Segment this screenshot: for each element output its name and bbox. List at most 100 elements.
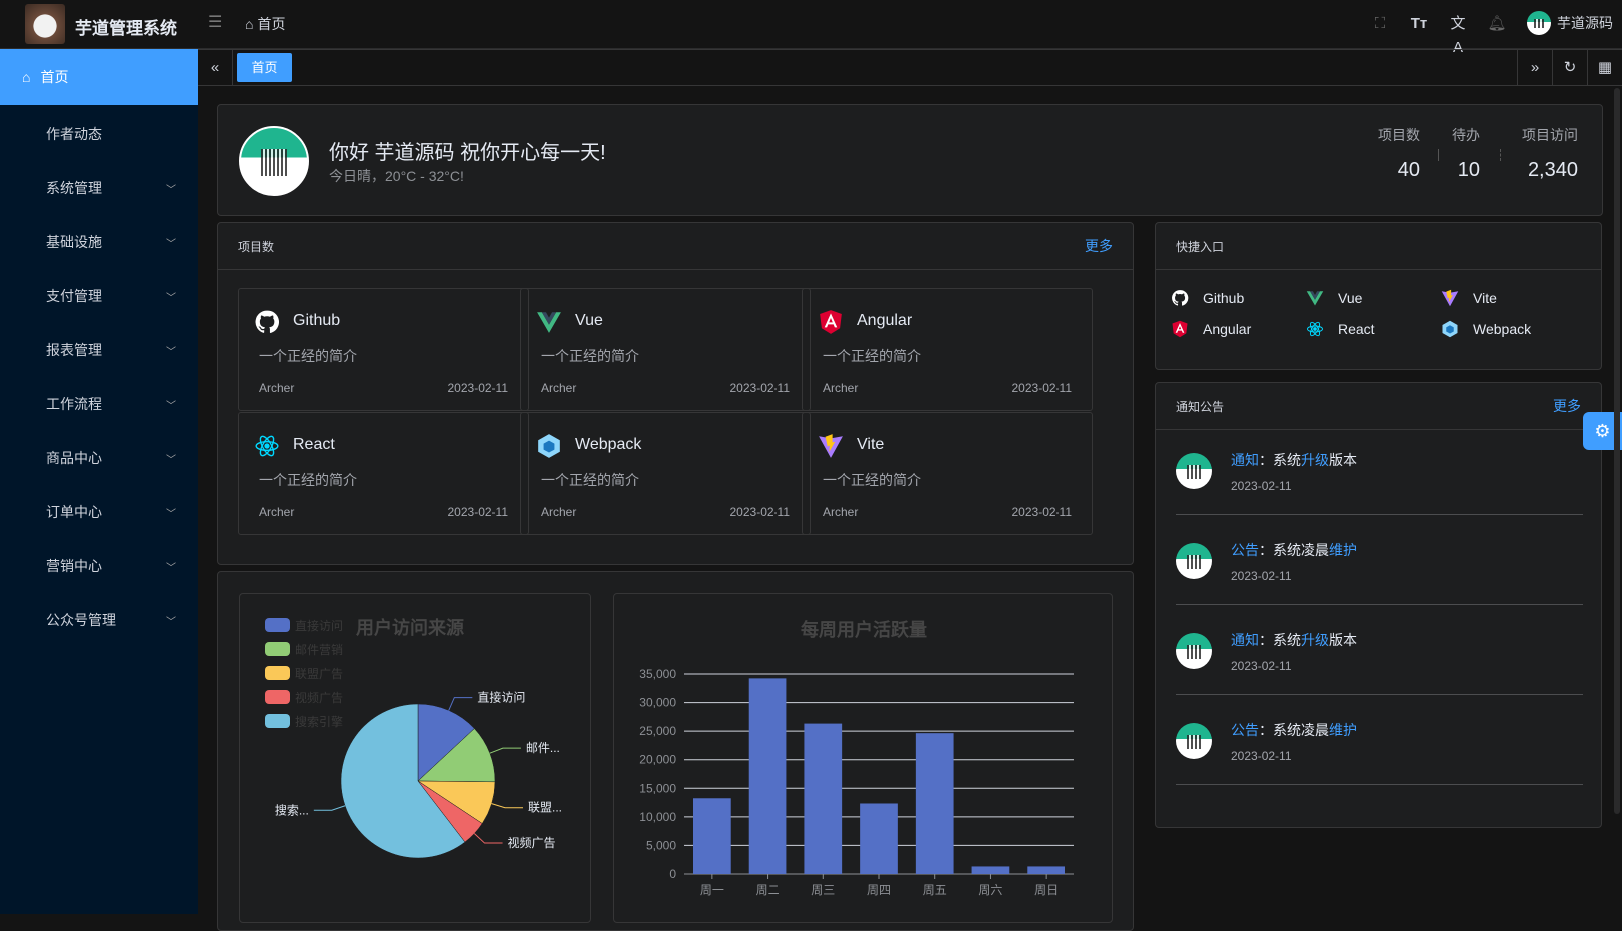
notice-title[interactable]: 通知：系统升级版本 — [1231, 630, 1357, 650]
shortcut-item[interactable]: Vite — [1441, 289, 1497, 307]
project-desc: 一个正经的简介 — [823, 348, 921, 364]
font-size-icon[interactable]: Tт — [1410, 15, 1428, 32]
scrollbar[interactable] — [1614, 88, 1620, 814]
sidebar-item-label: 基础设施 — [46, 234, 102, 250]
shortcut-label: React — [1338, 321, 1375, 337]
shortcut-item[interactable]: React — [1306, 320, 1375, 338]
notice-title[interactable]: 公告：系统凌晨维护 — [1231, 540, 1357, 560]
breadcrumb[interactable]: ⌂ 首页 — [245, 14, 285, 34]
chart-title: 每周用户活跃量 — [801, 619, 927, 640]
notice-date: 2023-02-11 — [1231, 749, 1292, 763]
project-name: Vite — [857, 436, 885, 453]
notices-card: 通知公告 更多 通知：系统升级版本 2023-02-11 公告：系统凌晨维护 20… — [1155, 382, 1602, 828]
y-tick-label: 30,000 — [639, 696, 676, 710]
refresh-icon[interactable]: ↻ — [1552, 50, 1587, 86]
sidebar-item[interactable]: 报表管理 ﹀ — [0, 322, 198, 378]
project-date: 2023-02-11 — [729, 505, 791, 519]
notice-date: 2023-02-11 — [1231, 569, 1292, 583]
project-card[interactable]: React 一个正经的简介 Archer 2023-02-11 — [238, 412, 529, 535]
notice-text: 系统凌晨 — [1273, 722, 1329, 738]
github-icon — [1171, 289, 1189, 307]
project-author: Archer — [823, 505, 859, 519]
scroll-right-icon[interactable]: » — [1517, 50, 1552, 86]
more-link[interactable]: 更多 — [1085, 238, 1113, 254]
sidebar-item[interactable]: 订单中心 ﹀ — [0, 484, 198, 540]
project-name: React — [293, 436, 335, 453]
app-title: 芋道管理系统 — [75, 19, 177, 38]
bar — [860, 803, 898, 874]
chevron-down-icon: ﹀ — [166, 184, 176, 196]
project-author: Archer — [541, 381, 577, 395]
notice-keyword: 维护 — [1329, 722, 1357, 738]
fullscreen-icon[interactable]: ⛶ — [1374, 15, 1386, 32]
legend-swatch — [265, 714, 290, 728]
sidebar-item-label: 支付管理 — [46, 288, 102, 304]
scroll-left-icon[interactable]: « — [198, 50, 233, 86]
sidebar-item[interactable]: 系统管理 ﹀ — [0, 160, 198, 216]
bar — [971, 866, 1010, 874]
bell-icon[interactable]: 🔔︎ — [1487, 15, 1507, 32]
shortcut-item[interactable]: Github — [1171, 289, 1244, 307]
avatar — [1176, 453, 1212, 489]
user-name: 芋道源码 — [1557, 15, 1613, 31]
notice-keyword: 升级 — [1301, 452, 1329, 468]
divider — [1438, 149, 1439, 161]
x-tick-label: 周四 — [867, 883, 891, 897]
shortcut-item[interactable]: Webpack — [1441, 320, 1531, 338]
notice-title[interactable]: 通知：系统升级版本 — [1231, 450, 1357, 470]
bar — [804, 723, 843, 874]
project-card[interactable]: Vue 一个正经的简介 Archer 2023-02-11 — [520, 288, 811, 411]
tab-home[interactable]: 首页 — [237, 53, 292, 82]
project-author: Archer — [823, 381, 859, 395]
project-desc: 一个正经的简介 — [823, 472, 921, 488]
more-link[interactable]: 更多 — [1553, 398, 1581, 414]
project-card[interactable]: Webpack 一个正经的简介 Archer 2023-02-11 — [520, 412, 811, 535]
divider — [1176, 514, 1583, 515]
user-menu[interactable]: 芋道源码 — [1527, 11, 1613, 35]
divider — [1176, 784, 1583, 785]
breadcrumb-item[interactable]: 首页 — [257, 16, 286, 32]
sidebar-item[interactable]: 商品中心 ﹀ — [0, 430, 198, 486]
y-tick-label: 25,000 — [639, 724, 676, 738]
legend-label: 搜索引擎 — [295, 714, 343, 729]
notice-text: 版本 — [1329, 452, 1357, 468]
stat-value: 40 — [1397, 159, 1420, 181]
chart-title: 用户访问来源 — [356, 617, 464, 638]
sidebar-item[interactable]: 公众号管理 ﹀ — [0, 592, 198, 648]
project-card[interactable]: Angular 一个正经的简介 Archer 2023-02-11 — [802, 288, 1093, 411]
notice-date: 2023-02-11 — [1231, 479, 1292, 493]
notice-title[interactable]: 公告：系统凌晨维护 — [1231, 720, 1357, 740]
project-name: Github — [293, 312, 341, 329]
shortcut-label: Github — [1203, 290, 1245, 306]
bar-chart: 每周用户活跃量 0 5,000 10,000 15,000 20,000 25,000 30,… — [639, 619, 1074, 897]
projects-card: 项目数 更多 Github 一个正经的简介 Archer 2023-02-11 V… — [217, 222, 1134, 565]
home-icon: ⌂ — [22, 69, 31, 85]
sidebar-item-label: 作者动态 — [46, 126, 102, 142]
chevron-down-icon: ﹀ — [166, 562, 176, 574]
stat-value: 2,340 — [1527, 159, 1578, 181]
grid-menu-icon[interactable]: ▦ — [1587, 50, 1622, 86]
sidebar-item[interactable]: 支付管理 ﹀ — [0, 268, 198, 324]
sidebar-item[interactable]: 营销中心 ﹀ — [0, 538, 198, 594]
sidebar-item-label: 商品中心 — [46, 450, 102, 466]
shortcut-item[interactable]: Vue — [1306, 289, 1362, 307]
translate-icon[interactable]: 文A — [1450, 15, 1466, 56]
divider — [1176, 694, 1583, 695]
pie-label: 视频广告 — [508, 835, 556, 850]
sidebar-item[interactable]: ⌂ 首页 — [0, 49, 198, 105]
sidebar-item[interactable]: 作者动态 — [0, 106, 198, 162]
collapse-menu-icon[interactable]: ☰ — [208, 14, 223, 31]
notice-text: 系统 — [1273, 452, 1301, 468]
project-date: 2023-02-11 — [1011, 505, 1073, 519]
shortcut-item[interactable]: Angular — [1171, 320, 1251, 338]
pie-label: 直接访问 — [477, 690, 525, 705]
chevron-down-icon: ﹀ — [166, 508, 176, 520]
project-card[interactable]: Github 一个正经的简介 Archer 2023-02-11 — [238, 288, 529, 411]
home-icon: ⌂ — [245, 16, 254, 32]
sidebar-item[interactable]: 基础设施 ﹀ — [0, 214, 198, 270]
chevron-down-icon: ﹀ — [166, 238, 176, 250]
project-date: 2023-02-11 — [447, 381, 509, 395]
project-card[interactable]: Vite 一个正经的简介 Archer 2023-02-11 — [802, 412, 1093, 535]
sidebar-item[interactable]: 工作流程 ﹀ — [0, 376, 198, 432]
notice-keyword: 维护 — [1329, 542, 1357, 558]
